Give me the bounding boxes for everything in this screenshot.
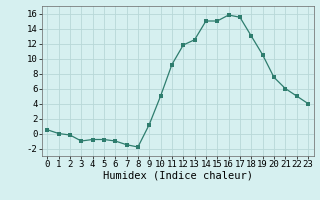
- X-axis label: Humidex (Indice chaleur): Humidex (Indice chaleur): [103, 171, 252, 181]
